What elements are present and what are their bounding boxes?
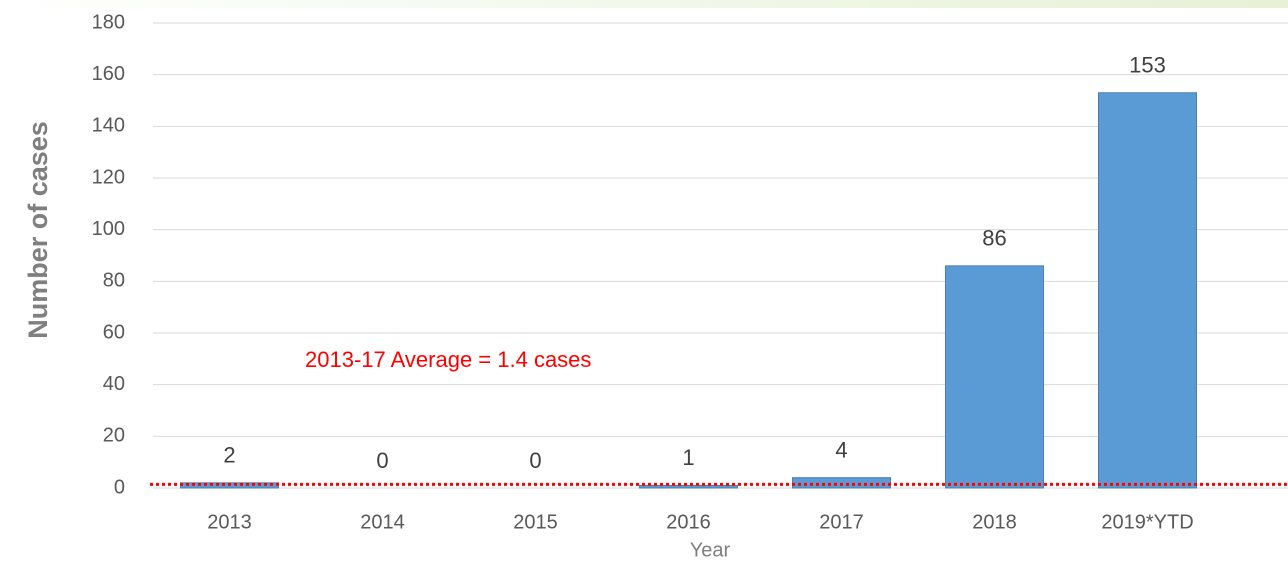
x-tick-label: 2019*YTD [1101,511,1193,533]
bar [792,477,891,489]
y-axis-label: Number of cases [23,121,53,339]
y-tick-label: 80 [103,270,125,292]
top-band [0,0,1288,8]
x-tick-label: 2015 [513,511,558,533]
y-tick-label: 160 [92,63,125,85]
data-label: 4 [835,437,847,462]
x-tick-label: 2018 [972,511,1017,533]
y-tick-label: 140 [92,115,125,137]
bar [1098,92,1197,489]
data-label: 1 [682,445,694,470]
y-tick-label: 20 [103,425,125,447]
x-axis-label: Year [690,539,731,561]
x-tick-label: 2013 [207,511,252,533]
data-label: 0 [376,448,388,473]
bar [639,484,738,489]
data-label: 153 [1129,53,1166,78]
bar [945,265,1044,489]
annotation: 2013-17 Average = 1.4 cases [305,347,591,372]
y-tick-label: 40 [103,373,125,395]
data-label: 0 [529,448,541,473]
y-tick-label: 100 [92,218,125,240]
y-tick-label: 180 [92,11,125,33]
y-tick-label: 60 [103,321,125,343]
data-label: 86 [982,226,1006,251]
x-tick-label: 2014 [360,511,405,533]
x-tick-label: 2017 [819,511,864,533]
data-label: 2 [223,443,235,468]
y-tick-label: 0 [114,476,125,498]
x-tick-label: 2016 [666,511,711,533]
y-tick-label: 120 [92,166,125,188]
